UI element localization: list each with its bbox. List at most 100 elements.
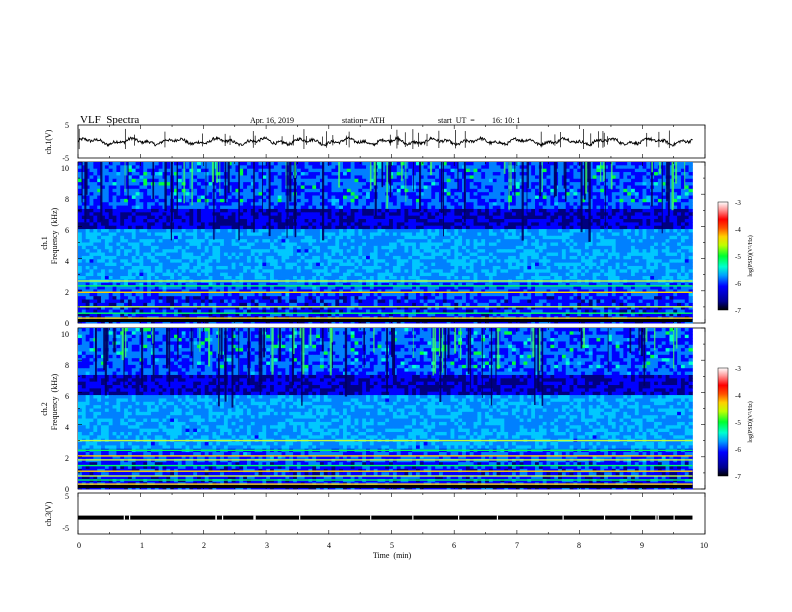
spectrogram-cell (281, 232, 286, 237)
spectrogram-cell (296, 235, 302, 240)
spectrogram-cell (331, 188, 336, 193)
spectrogram-cell (104, 219, 110, 223)
spectrogram-cell (477, 242, 482, 247)
spectrogram-cell (627, 192, 632, 196)
spectrogram-cell (458, 222, 463, 227)
spectrogram-cell (216, 259, 221, 264)
spectrogram-cell (634, 185, 640, 190)
spectrogram-cell (208, 165, 213, 170)
spectrogram-cell (657, 202, 663, 206)
spectrogram-cell (427, 205, 432, 210)
spectrogram-cell (458, 215, 463, 220)
spectrogram-cell (120, 235, 125, 240)
spectrogram-cell (642, 198, 647, 203)
spectrogram-cell (404, 262, 409, 267)
spectrogram-cell (300, 235, 305, 240)
spectrogram-cell (569, 188, 574, 193)
spectrogram-cell (588, 195, 594, 200)
spectrogram-cell (381, 249, 386, 253)
spectrogram-cell (197, 225, 202, 230)
spectrogram-cell (208, 262, 213, 267)
spectrogram-cell (450, 242, 455, 247)
spectrogram-cell (523, 255, 528, 260)
spectrogram-cell (523, 215, 528, 220)
spectrogram-cell (565, 172, 570, 176)
spectrogram-cell (385, 255, 390, 260)
spectrogram-cell (408, 178, 413, 183)
spectrogram-cell (577, 242, 582, 247)
spectrogram-cell (508, 215, 513, 220)
spectrogram-cell (158, 262, 163, 267)
spectrogram-cell (308, 215, 313, 220)
spectrogram-cell (127, 202, 133, 206)
spectrogram-cell (634, 235, 640, 240)
spectrogram-cell (354, 198, 359, 203)
spectrogram-cell (431, 175, 436, 180)
spectrogram-cell (231, 175, 236, 180)
spectrogram-cell (81, 195, 87, 200)
spectrogram-cell (504, 165, 509, 170)
spectrogram-cell (289, 242, 294, 247)
spectrogram-cell (431, 162, 436, 166)
spectrogram-cell (266, 162, 271, 166)
spectrogram-cell (623, 172, 628, 176)
spectrogram-cell (200, 252, 206, 257)
spectrogram-cell (619, 229, 624, 233)
spectrogram-cell (412, 178, 417, 183)
spectrogram-cell (266, 212, 271, 217)
spectrogram-cell (554, 212, 559, 217)
spectrogram-cell (611, 175, 617, 180)
spectrogram-cell (669, 232, 674, 237)
spectrogram-cell (200, 195, 206, 200)
spectrogram-cell (335, 262, 340, 267)
spectrogram-cell (673, 182, 678, 186)
spectrogram-cell (638, 242, 643, 247)
spectrogram-cell (450, 239, 455, 243)
spectrogram-cell (550, 208, 555, 213)
spectrogram-cell (454, 185, 459, 190)
spectrogram-cell (369, 172, 375, 176)
spectrogram-cell (177, 192, 183, 196)
spectrogram-cell (166, 219, 171, 223)
spectrogram-cell (147, 212, 152, 217)
spectrogram-cell (415, 178, 421, 183)
spectrogram-cell (396, 165, 401, 170)
spectrogram-cell (523, 222, 528, 227)
spectrogram-cell (258, 182, 263, 186)
spectrogram-cell (462, 232, 467, 237)
spectrogram-cell (97, 178, 102, 183)
spectrogram-cell (385, 212, 390, 217)
spectrogram-cell (254, 262, 259, 267)
spectrogram-cell (220, 162, 225, 166)
spectrogram-cell (673, 229, 678, 233)
spectrogram-cell (458, 198, 463, 203)
spectrogram-cell (304, 235, 309, 240)
spectrogram-cell (223, 222, 229, 227)
spectrogram-cell (139, 242, 144, 247)
spectrogram-cell (162, 259, 167, 264)
spectrogram-cell (492, 175, 497, 180)
spectrogram-cell (638, 222, 643, 227)
spectrogram-cell (619, 165, 624, 170)
spectrogram-cell (308, 172, 313, 176)
spectrogram-cell (331, 175, 336, 180)
spectrogram-cell (270, 249, 275, 253)
spectrogram-cell (266, 208, 271, 213)
spectrogram-cell (139, 165, 144, 170)
spectrogram-cell (615, 172, 620, 176)
ch1-ytick-bottom: -5 (62, 154, 69, 163)
spectrogram-cell (85, 239, 90, 243)
spectrogram-cell (408, 219, 413, 223)
spectrogram-cell (300, 188, 305, 193)
spectrogram-cell (654, 195, 659, 200)
spectrogram-cell (366, 215, 371, 220)
spectrogram-cell (631, 198, 636, 203)
spectrogram-cell (204, 259, 209, 264)
spectrogram-cell (216, 245, 221, 250)
spectrogram-cell (220, 242, 225, 247)
spectrogram-cell (611, 185, 617, 190)
spectrogram-cell (389, 252, 394, 257)
spectrogram-cell (331, 259, 336, 264)
spectrogram-cell (147, 242, 152, 247)
spectrogram-cell (120, 178, 125, 183)
